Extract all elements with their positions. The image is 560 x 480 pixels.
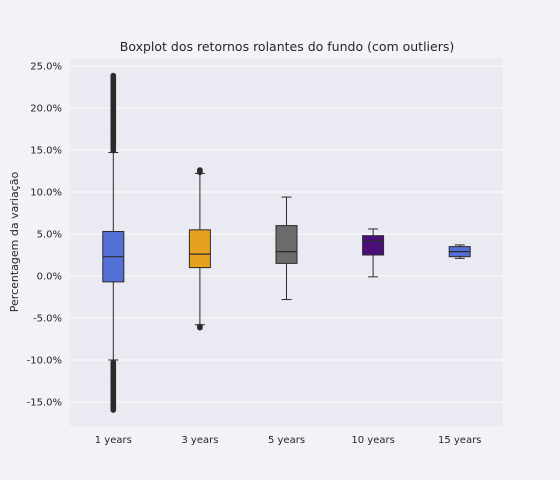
y-tick-label: 5.0% <box>37 230 62 241</box>
y-axis-ticks: 25.0% 20.0% 15.0% 10.0% 5.0% 0.0% -5.0% -10.0% -… <box>27 62 62 409</box>
y-tick-label: -10.0% <box>27 356 62 367</box>
x-tick-label: 3 years <box>181 435 218 446</box>
box-3-years <box>188 167 211 331</box>
outlier-point-high <box>110 72 117 78</box>
outlier-point-high <box>197 167 203 173</box>
y-tick-label: 15.0% <box>30 146 62 157</box>
box-5-years <box>275 196 298 301</box>
y-tick-label: 0.0% <box>37 272 62 283</box>
boxes-group <box>102 72 471 413</box>
y-tick-label: 10.0% <box>30 188 62 199</box>
x-tick-label: 1 years <box>95 435 132 446</box>
x-tick-label: 10 years <box>351 435 394 446</box>
outlier-point-low <box>197 323 203 329</box>
x-tick-label: 15 years <box>438 435 481 446</box>
outlier-point-low <box>110 359 117 365</box>
y-tick-label: -5.0% <box>33 314 62 325</box>
box-iqr <box>275 225 298 264</box>
box-iqr <box>362 235 385 256</box>
y-tick-label: 25.0% <box>30 62 62 73</box>
chart-title: Boxplot dos retornos rolantes do fundo (… <box>120 39 455 54</box>
y-axis-label: Percentagem da variação <box>8 172 21 313</box>
box-1-years <box>102 72 125 413</box>
box-iqr <box>188 229 211 269</box>
box-15-years <box>448 244 471 259</box>
x-axis-ticks: 1 years 3 years 5 years 10 years 15 years <box>95 435 482 446</box>
y-tick-label: -15.0% <box>27 398 62 409</box>
y-tick-label: 20.0% <box>30 104 62 115</box>
box-10-years <box>362 228 385 278</box>
x-tick-label: 5 years <box>268 435 305 446</box>
